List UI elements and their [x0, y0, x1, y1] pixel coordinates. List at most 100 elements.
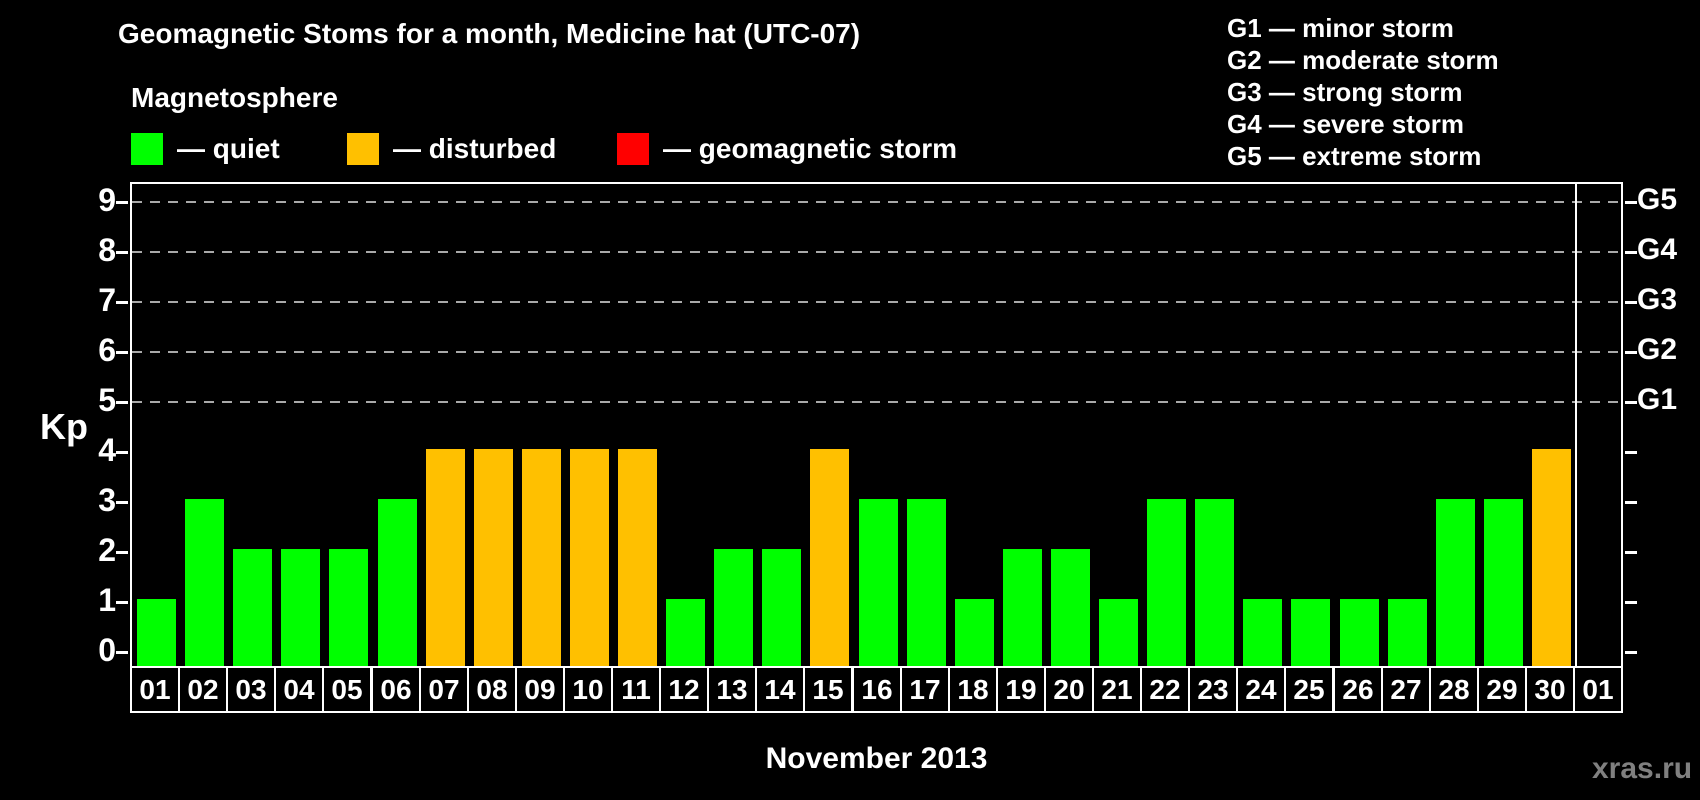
gridline-kp-9: [132, 201, 1621, 203]
day-label-25: 25: [1284, 666, 1334, 713]
kp-bar-day-10: [570, 449, 609, 666]
day-label-27: 27: [1381, 666, 1431, 713]
kp-bar-day-11: [618, 449, 657, 666]
g-scale-label-g1: G1: [1637, 383, 1678, 416]
left-tick-kp-6: [116, 351, 128, 354]
gridline-kp-7: [132, 301, 1621, 303]
day-label-01: 01: [130, 666, 180, 713]
kp-bar-day-16: [859, 499, 898, 666]
right-tick-kp-0: [1625, 651, 1637, 654]
kp-bar-day-26: [1340, 599, 1379, 666]
storm-scale-g3: G3 — strong storm: [1227, 77, 1463, 107]
x-axis-title: November 2013: [765, 742, 988, 775]
kp-bar-day-23: [1195, 499, 1234, 666]
y-tick-label-6: 6: [98, 332, 116, 368]
day-label-28: 28: [1429, 666, 1479, 713]
day-label-19: 19: [996, 666, 1046, 713]
day-label-17: 17: [900, 666, 950, 713]
day-label-11: 11: [611, 666, 661, 713]
quiet-label: — quiet: [177, 133, 280, 164]
day-label-21: 21: [1092, 666, 1142, 713]
kp-bar-day-02: [185, 499, 224, 666]
watermark: xras.ru: [1592, 752, 1693, 785]
disturbed-color-swatch: [347, 133, 379, 165]
left-tick-kp-7: [116, 301, 128, 304]
day-label-12: 12: [659, 666, 709, 713]
day-label-06: 06: [371, 666, 421, 713]
chart-title: Geomagnetic Stoms for a month, Medicine …: [118, 18, 861, 49]
kp-bar-day-12: [666, 599, 705, 666]
day-label-01-next-month: 01: [1573, 666, 1623, 713]
day-label-07: 07: [419, 666, 469, 713]
kp-bar-day-22: [1147, 499, 1186, 666]
kp-bar-day-19: [1003, 549, 1042, 666]
kp-bar-day-04: [281, 549, 320, 666]
kp-bar-day-21: [1099, 599, 1138, 666]
gridline-kp-8: [132, 251, 1621, 253]
y-tick-label-7: 7: [98, 282, 116, 318]
y-tick-label-8: 8: [98, 232, 116, 268]
y-axis-label: Kp: [40, 406, 88, 447]
legend-item-geomagnetic-storm: — geomagnetic storm: [617, 133, 957, 165]
kp-bar-day-17: [907, 499, 946, 666]
day-label-23: 23: [1188, 666, 1238, 713]
day-label-15: 15: [803, 666, 853, 713]
left-tick-kp-4: [116, 451, 128, 454]
kp-bar-day-27: [1388, 599, 1427, 666]
left-tick-kp-2: [116, 551, 128, 554]
day-label-26: 26: [1333, 666, 1383, 713]
geomagnetic-storm-label: — geomagnetic storm: [663, 133, 958, 164]
right-tick-kp-7: [1625, 301, 1637, 304]
day-label-13: 13: [707, 666, 757, 713]
day-label-14: 14: [755, 666, 805, 713]
y-tick-label-3: 3: [98, 482, 116, 518]
storm-scale-legend: G1 — minor storm G2 — moderate storm G3 …: [1227, 12, 1499, 172]
plot-area: [116, 182, 1637, 668]
legend-item-quiet: — quiet: [131, 133, 280, 165]
kp-bar-day-01: [137, 599, 176, 666]
gridline-kp-5: [132, 401, 1621, 403]
left-tick-kp-1: [116, 601, 128, 604]
day-label-10: 10: [563, 666, 613, 713]
day-label-03: 03: [226, 666, 276, 713]
left-tick-kp-3: [116, 501, 128, 504]
g-scale-label-g5: G5: [1637, 183, 1678, 216]
kp-bar-day-07: [426, 449, 465, 666]
y-tick-label-1: 1: [98, 582, 116, 618]
kp-bar-day-06: [378, 499, 417, 666]
day-label-30: 30: [1525, 666, 1575, 713]
day-label-29: 29: [1477, 666, 1527, 713]
right-tick-kp-5: [1625, 401, 1637, 404]
storm-scale-g5: G5 — extreme storm: [1227, 141, 1482, 171]
kp-bar-day-30: [1532, 449, 1571, 666]
left-tick-kp-0: [116, 651, 128, 654]
kp-bar-day-15: [810, 449, 849, 666]
day-label-02: 02: [178, 666, 228, 713]
right-tick-kp-9: [1625, 201, 1637, 204]
right-tick-kp-4: [1625, 451, 1637, 454]
legend-heading: Magnetosphere: [131, 82, 338, 113]
right-tick-kp-1: [1625, 601, 1637, 604]
storm-scale-g2: G2 — moderate storm: [1227, 45, 1499, 75]
y-tick-label-9: 9: [98, 182, 116, 218]
kp-bar-day-20: [1051, 549, 1090, 666]
day-label-18: 18: [948, 666, 998, 713]
day-label-09: 09: [515, 666, 565, 713]
kp-bar-day-08: [474, 449, 513, 666]
disturbed-label: — disturbed: [393, 133, 557, 164]
kp-bar-day-24: [1243, 599, 1282, 666]
day-label-24: 24: [1236, 666, 1286, 713]
day-label-08: 08: [467, 666, 517, 713]
y-tick-label-0: 0: [98, 632, 116, 668]
right-tick-kp-8: [1625, 251, 1637, 254]
day-label-05: 05: [322, 666, 372, 713]
right-tick-kp-2: [1625, 551, 1637, 554]
day-label-16: 16: [852, 666, 902, 713]
right-tick-kp-3: [1625, 501, 1637, 504]
kp-bar-day-09: [522, 449, 561, 666]
x-axis-day-labels: 01 02 03 04 05 06 07 08 09 10 11 12 13 14 15 16 17 18 19 20…: [130, 666, 1623, 715]
y-tick-label-5: 5: [98, 382, 116, 418]
right-tick-kp-6: [1625, 351, 1637, 354]
geomagnetic-storm-color-swatch: [617, 133, 649, 165]
gridline-kp-6: [132, 351, 1621, 353]
